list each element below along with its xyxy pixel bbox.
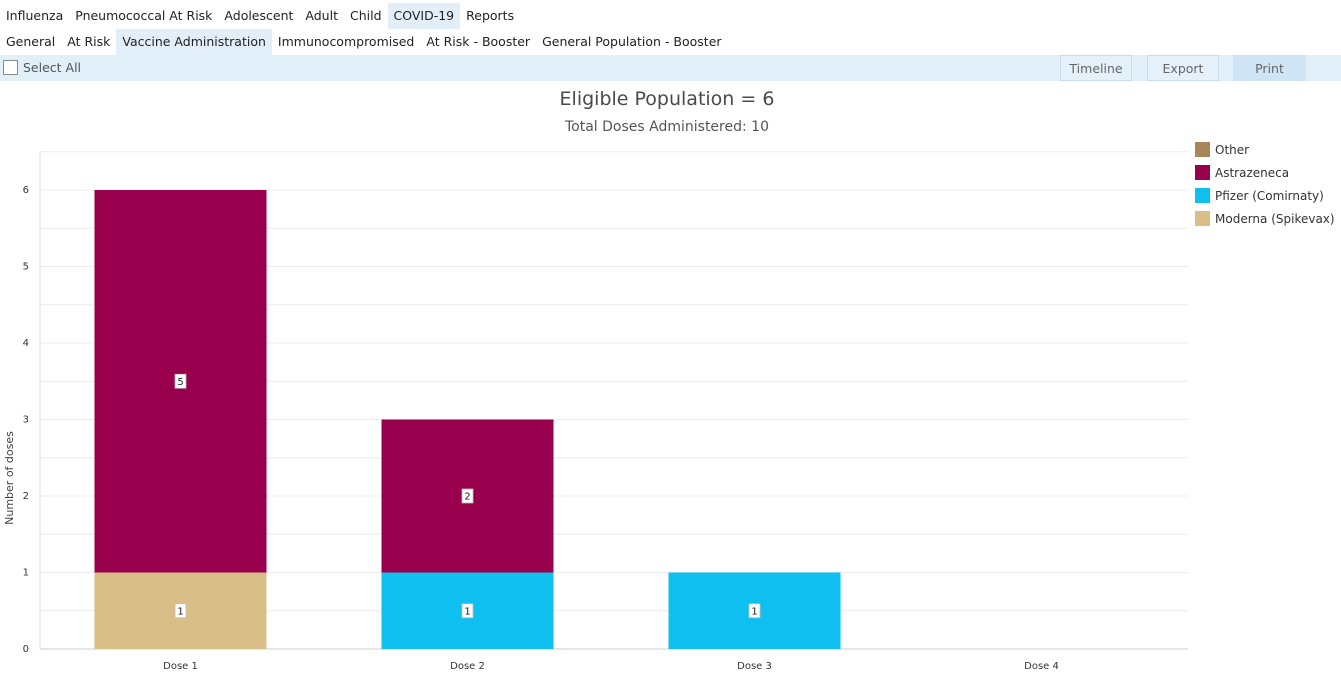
chart-title: Eligible Population = 6 (560, 88, 775, 110)
tab-adolescent[interactable]: Adolescent (224, 7, 294, 23)
subtab-general[interactable]: General (6, 33, 56, 49)
export-button[interactable]: Export (1147, 55, 1219, 81)
y-tick-label: 4 (23, 338, 29, 349)
select-all-checkbox[interactable] (3, 60, 18, 75)
secondary-tab-bar: General At Risk Vaccine Administration I… (0, 28, 728, 55)
tab-covid-19[interactable]: COVID-19 (387, 2, 461, 29)
y-tick-label: 6 (23, 185, 29, 196)
data-label-box (174, 373, 187, 389)
chart-subtitle: Total Doses Administered: 10 (564, 119, 769, 135)
data-label-box (461, 488, 474, 504)
subtab-general-population-booster[interactable]: General Population - Booster (542, 33, 722, 49)
tab-pneumococcal-at-risk[interactable]: Pneumococcal At Risk (75, 7, 213, 23)
legend-swatch (1195, 142, 1210, 157)
data-label: 5 (177, 377, 183, 388)
legend-label: Astrazeneca (1215, 166, 1289, 180)
x-tick-label: Dose 1 (163, 661, 198, 672)
data-label: 1 (464, 606, 470, 617)
subtab-vaccine-administration[interactable]: Vaccine Administration (116, 28, 272, 55)
legend-swatch (1195, 188, 1210, 203)
chart-legend: Other Astrazeneca Pfizer (Comirnaty) Modern… (1195, 142, 1335, 226)
timeline-button[interactable]: Timeline (1060, 55, 1132, 81)
y-tick-label: 0 (23, 644, 29, 655)
x-tick-label: Dose 4 (1024, 661, 1059, 672)
y-tick-label: 5 (23, 262, 29, 273)
legend-label: Other (1215, 143, 1249, 157)
print-button[interactable]: Print (1233, 55, 1306, 81)
tab-reports[interactable]: Reports (466, 7, 515, 23)
legend-swatch (1195, 211, 1210, 226)
legend-swatch (1195, 165, 1210, 180)
data-label: 1 (751, 606, 757, 617)
primary-tab-bar: Influenza Pneumococcal At Risk Adolescen… (0, 2, 520, 29)
subtab-immunocompromised[interactable]: Immunocompromised (277, 33, 415, 49)
y-tick-label: 3 (23, 415, 29, 426)
legend-label: Pfizer (Comirnaty) (1215, 189, 1324, 203)
tab-influenza[interactable]: Influenza (6, 7, 64, 23)
tab-adult[interactable]: Adult (305, 7, 338, 23)
data-label-box (174, 603, 187, 619)
x-tick-label: Dose 2 (450, 661, 485, 672)
chart-data-labels: 1 5 1 2 1 (174, 373, 761, 619)
toolbar: Select All Timeline Export Print (0, 55, 1341, 81)
data-label-box (748, 603, 761, 619)
tab-child[interactable]: Child (349, 7, 382, 23)
select-all-control[interactable]: Select All (3, 60, 81, 75)
select-all-label: Select All (23, 60, 82, 75)
x-tick-label: Dose 3 (737, 661, 772, 672)
data-label: 1 (177, 606, 183, 617)
y-tick-label: 1 (23, 568, 29, 579)
y-axis-label: Number of doses (3, 431, 16, 525)
subtab-at-risk[interactable]: At Risk (67, 33, 111, 49)
legend-label: Moderna (Spikevax) (1215, 212, 1335, 226)
subtab-at-risk-booster[interactable]: At Risk - Booster (426, 33, 531, 49)
data-label-box (461, 603, 474, 619)
y-tick-label: 2 (23, 491, 29, 502)
dose-chart: Eligible Population = 6 Total Doses Admi… (3, 88, 1335, 672)
data-label: 2 (464, 492, 470, 503)
